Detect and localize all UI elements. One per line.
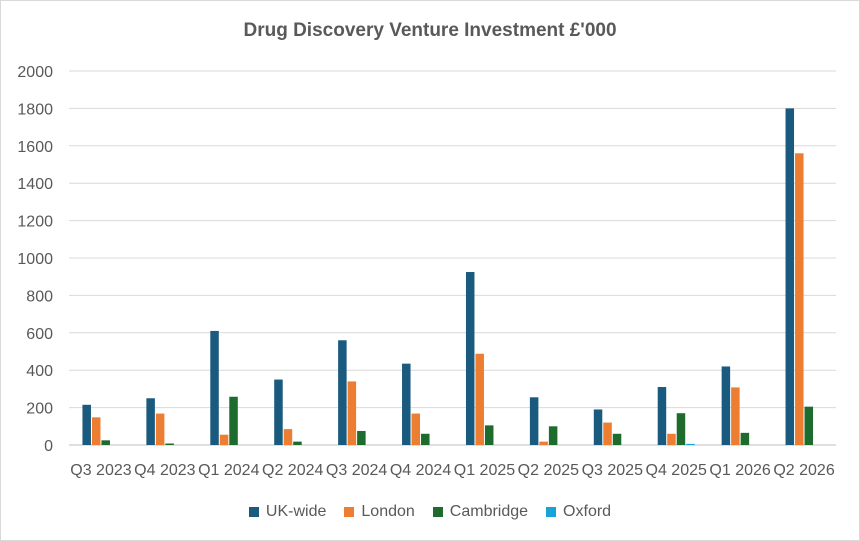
- x-tick-label: Q3 2025: [582, 462, 643, 479]
- legend: UK-wide London Cambridge Oxford: [1, 501, 859, 523]
- bar-cambridge: [740, 432, 750, 445]
- bar-cambridge: [165, 443, 174, 445]
- y-tick-label: 1800: [17, 101, 53, 118]
- bar-cambridge: [357, 430, 366, 445]
- bar-cambridge: [101, 440, 110, 445]
- y-tick-label: 2000: [17, 64, 53, 81]
- bar-cambridge: [421, 433, 430, 445]
- bar-uk-wide: [146, 398, 155, 445]
- y-tick-label: 0: [44, 438, 53, 455]
- x-tick-label: Q3 2023: [70, 462, 131, 479]
- bar-cambridge: [229, 396, 238, 445]
- bar-uk-wide: [785, 108, 795, 446]
- bar-london: [475, 353, 484, 445]
- bar-london: [411, 413, 421, 445]
- bar-london: [539, 441, 548, 445]
- y-tick-label: 200: [26, 401, 53, 418]
- legend-item: Cambridge: [432, 503, 529, 521]
- bar-london: [219, 434, 229, 445]
- bar-london: [283, 429, 293, 445]
- bar-uk-wide: [465, 272, 475, 445]
- bar-london: [603, 422, 612, 445]
- y-axis-ticks: 0 200 400 600 800 1000 1200 1400 1600 1800 2000: [17, 64, 53, 455]
- bar-uk-wide: [402, 363, 411, 445]
- bar-london: [731, 387, 740, 445]
- legend-item: UK-wide: [248, 503, 327, 521]
- bar-cambridge: [293, 441, 302, 445]
- bar-uk-wide: [593, 409, 603, 445]
- legend-item: Oxford: [546, 503, 611, 521]
- x-tick-label: Q1 2025: [454, 462, 515, 479]
- bar-cambridge: [484, 425, 494, 445]
- chart-title: Drug Discovery Venture Investment £'000: [243, 20, 617, 41]
- legend-swatch: [344, 507, 355, 517]
- bar-uk-wide: [274, 379, 283, 445]
- bar-london: [795, 153, 804, 445]
- legend-swatch: [248, 507, 259, 517]
- x-tick-label: Q1 2024: [198, 462, 259, 479]
- legend-label: UK-wide: [265, 503, 327, 520]
- gridlines: [69, 70, 836, 446]
- y-tick-label: 1000: [17, 251, 53, 268]
- legend-label: London: [361, 503, 415, 520]
- y-tick-label: 600: [26, 326, 53, 343]
- legend-label: Oxford: [563, 503, 612, 520]
- y-tick-label: 400: [26, 363, 53, 380]
- bar-london: [155, 413, 165, 445]
- x-tick-label: Q3 2024: [326, 462, 387, 479]
- x-tick-label: Q4 2025: [646, 462, 707, 479]
- bar-cambridge: [612, 433, 622, 445]
- bar-uk-wide: [529, 397, 539, 445]
- bar-london: [347, 381, 357, 445]
- x-axis-ticks: Q3 2023 Q4 2023 Q1 2024 Q2 2024 Q3 2024 Q4 20…: [70, 462, 835, 479]
- bar-london: [91, 417, 101, 445]
- bar-cambridge: [676, 413, 686, 445]
- legend-label: Cambridge: [449, 503, 529, 520]
- legend-swatch: [432, 507, 443, 517]
- legend-item: London: [344, 503, 415, 521]
- legend-swatch: [546, 507, 557, 517]
- bar-cambridge: [804, 406, 814, 445]
- x-tick-label: Q2 2024: [262, 462, 323, 479]
- x-tick-label: Q4 2024: [390, 462, 451, 479]
- y-tick-label: 1200: [17, 214, 53, 231]
- bar-london: [667, 433, 676, 445]
- bar-oxford: [686, 443, 695, 445]
- y-tick-label: 800: [26, 288, 53, 305]
- bars: [82, 108, 814, 446]
- x-tick-label: Q2 2025: [518, 462, 579, 479]
- bar-uk-wide: [721, 366, 731, 445]
- bar-uk-wide: [82, 404, 91, 445]
- bar-uk-wide: [210, 330, 219, 445]
- bar-cambridge: [548, 426, 558, 445]
- x-tick-label: Q1 2026: [709, 462, 770, 479]
- x-tick-label: Q4 2023: [134, 462, 195, 479]
- bar-uk-wide: [338, 340, 347, 445]
- x-tick-label: Q2 2026: [773, 462, 834, 479]
- y-tick-label: 1400: [17, 176, 53, 193]
- y-tick-label: 1600: [17, 139, 53, 156]
- bar-uk-wide: [657, 387, 667, 445]
